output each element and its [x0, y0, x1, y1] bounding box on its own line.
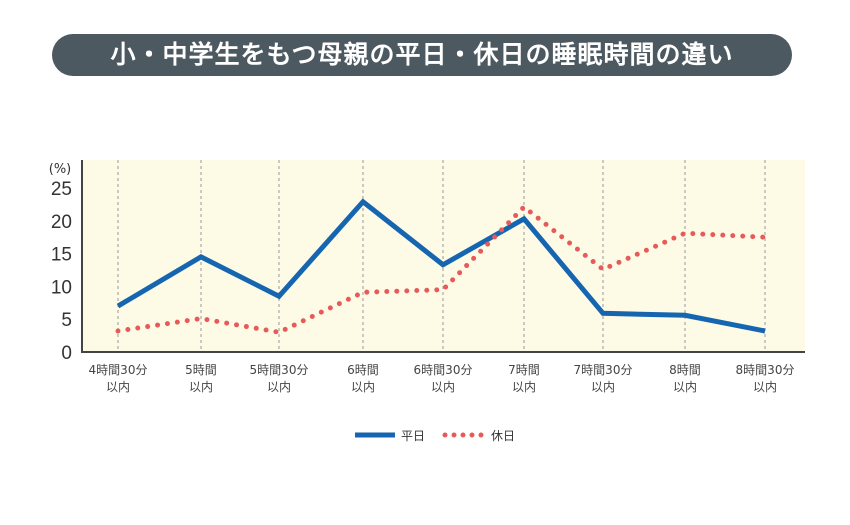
x-tick-label: 8時間30分: [736, 363, 795, 377]
x-tick-label-sub: 以内: [351, 380, 375, 394]
x-tick-label-sub: 以内: [431, 380, 455, 394]
x-tick-label: 6時間30分: [414, 363, 473, 377]
y-tick-label: 0: [61, 343, 72, 364]
series-line-holiday: [115, 203, 768, 335]
y-axis-unit: (%): [49, 162, 72, 177]
y-tick-label: 15: [51, 245, 72, 266]
x-tick-label-sub: 以内: [591, 380, 615, 394]
x-tick-label: 7時間30分: [574, 363, 633, 377]
x-tick-label-sub: 以内: [673, 380, 697, 394]
x-tick-label: 6時間: [347, 363, 379, 377]
x-tick-label: 5時間: [185, 363, 217, 377]
x-tick-label-sub: 以内: [106, 380, 130, 394]
legend-label: 平日: [401, 429, 425, 443]
legend-label: 休日: [491, 429, 515, 443]
x-tick-label: 5時間30分: [250, 363, 309, 377]
y-tick-label: 10: [51, 277, 72, 298]
x-tick-label: 8時間: [669, 363, 701, 377]
chart-title: 小・中学生をもつ母親の平日・休日の睡眠時間の違い: [52, 34, 792, 76]
x-tick-label: 4時間30分: [89, 363, 148, 377]
y-tick-label: 20: [51, 212, 72, 233]
y-tick-label: 5: [61, 310, 72, 331]
x-tick-label-sub: 以内: [189, 380, 213, 394]
x-tick-label-sub: 以内: [267, 380, 291, 394]
y-tick-label: 25: [51, 179, 72, 200]
x-tick-label-sub: 以内: [753, 380, 777, 394]
x-tick-label: 7時間: [508, 363, 540, 377]
x-tick-label-sub: 以内: [512, 380, 536, 394]
